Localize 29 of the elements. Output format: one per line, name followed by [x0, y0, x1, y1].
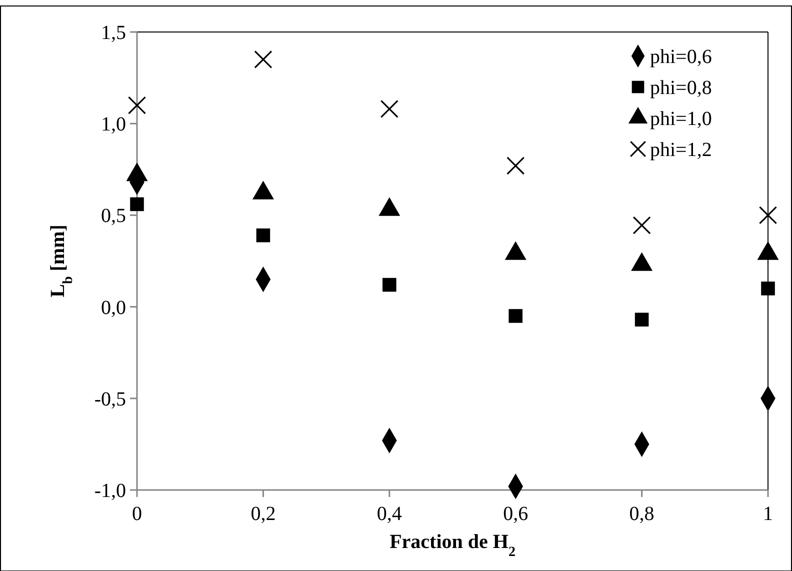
legend-label: phi=0,8 [650, 77, 712, 99]
x-tick-label: 0,4 [376, 503, 402, 525]
y-tick-label: 0,5 [101, 205, 126, 228]
point [130, 197, 144, 212]
x-tick-label: 1 [763, 503, 773, 525]
x-axis-title: Fraction de H$_{2}$ [390, 531, 516, 560]
x-tick-label: 0,2 [250, 503, 276, 525]
y-tick-label: -1,0 [94, 480, 126, 502]
y-tick-label: 1,0 [101, 114, 126, 136]
point [382, 278, 396, 292]
x-tick-label: 0 [132, 503, 142, 525]
point [632, 216, 651, 234]
point [634, 312, 649, 327]
legend-label: phi=0,6 [650, 46, 712, 68]
x-tick-label: 0,8 [629, 503, 654, 525]
point [380, 100, 398, 118]
y-tick-label: -0,5 [94, 388, 126, 410]
legend-label: phi=1,2 [650, 139, 712, 161]
point [508, 309, 522, 323]
point [761, 282, 775, 296]
legend-label: phi=1,0 [650, 108, 712, 130]
y-tick-label: 0,0 [101, 296, 126, 319]
x-tick-label: 0,6 [503, 503, 528, 525]
point [506, 156, 525, 175]
y-tick-label: 1,5 [101, 22, 126, 44]
point [256, 228, 270, 242]
point [128, 96, 146, 114]
point [254, 50, 272, 69]
point [758, 206, 778, 224]
